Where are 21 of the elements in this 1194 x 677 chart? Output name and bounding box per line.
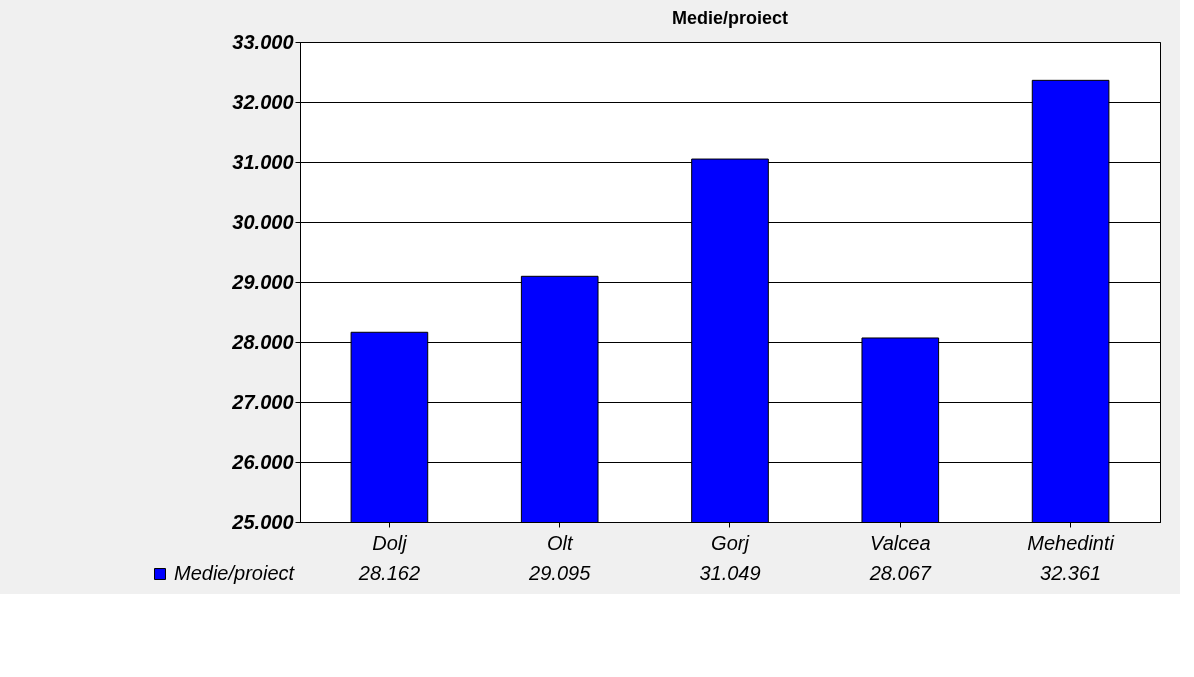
chart-title: Medie/proiect <box>671 8 789 28</box>
y-tick-label: 30.000 <box>232 210 294 233</box>
y-tick-label: 32.000 <box>232 90 294 113</box>
y-tick-label: 29.000 <box>231 270 294 293</box>
legend-label: Medie/proiect <box>174 562 296 584</box>
y-tick-label: 28.000 <box>231 330 294 353</box>
y-tick-label: 27.000 <box>231 390 294 413</box>
data-label: 32.361 <box>1040 562 1102 584</box>
x-tick-label: Mehedinti <box>1027 531 1115 554</box>
x-tick-label: Dolj <box>372 531 408 554</box>
y-tick-label: 33.000 <box>232 30 294 53</box>
x-tick-label: Gorj <box>711 531 750 554</box>
data-label: 29.095 <box>528 562 592 584</box>
y-tick-label: 26.000 <box>231 450 294 473</box>
y-tick-label: 25.000 <box>231 510 294 533</box>
x-tick-label: Valcea <box>870 531 931 554</box>
data-label: 28.162 <box>357 562 420 584</box>
x-tick-label: Olt <box>546 531 574 554</box>
y-tick-label: 31.000 <box>232 150 294 173</box>
data-label: 28.067 <box>868 562 932 584</box>
data-label: 31.049 <box>699 562 761 584</box>
